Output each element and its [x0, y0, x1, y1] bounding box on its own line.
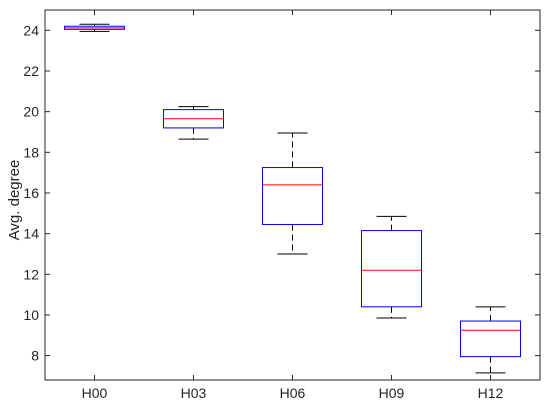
box-group-h03: [163, 106, 224, 140]
y-tick-label-24: 24: [23, 22, 39, 38]
plot-frame: [44, 9, 541, 381]
box-h06: [262, 167, 323, 225]
x-tick-label-h12: H12: [478, 385, 504, 401]
y-axis-label: Avg. degree: [6, 160, 23, 241]
box-group-h00: [64, 23, 125, 32]
x-tick-label-h03: H03: [181, 385, 207, 401]
y-tick-label-8: 8: [31, 348, 39, 364]
y-tick-label-22: 22: [23, 63, 39, 79]
x-tick-label-h06: H06: [280, 385, 306, 401]
x-tick-label-h09: H09: [379, 385, 405, 401]
y-tick-label-10: 10: [23, 307, 39, 323]
box-group-h12: [460, 306, 521, 374]
y-tick-label-20: 20: [23, 104, 39, 120]
box-h09: [361, 230, 422, 308]
y-tick-label-12: 12: [23, 266, 39, 282]
box-h12: [460, 320, 521, 358]
axes: 8 10 12 14 16 18 20 22 24 H00 H03 H06 H09 H12: [23, 9, 541, 401]
box-group-h06: [262, 132, 323, 255]
x-tick-label-h00: H00: [82, 385, 108, 401]
plot-marks: [64, 23, 521, 374]
axis-labels: Avg. degree: [6, 160, 23, 241]
y-tick-label-16: 16: [23, 185, 39, 201]
box-group-h09: [361, 215, 422, 319]
y-tick-label-14: 14: [23, 226, 39, 242]
y-tick-label-18: 18: [23, 144, 39, 160]
